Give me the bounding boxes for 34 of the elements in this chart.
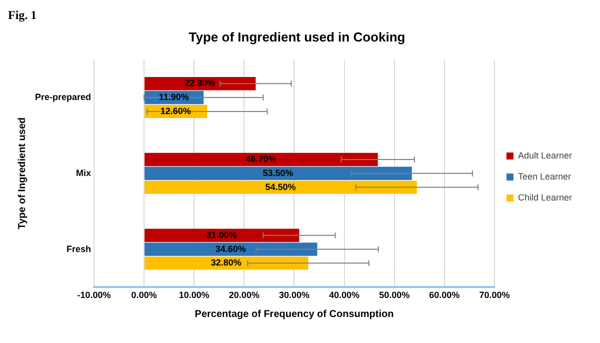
x-tick-label: 10.00% <box>178 290 210 300</box>
data-label: 31.00% <box>206 230 237 240</box>
x-tick-label: 50.00% <box>379 290 410 300</box>
y-tick-label: Fresh <box>66 244 92 254</box>
caption: Fig. 1 <box>8 8 38 24</box>
legend-label: Adult Learner <box>518 150 572 160</box>
data-label: 12.60% <box>160 106 191 116</box>
data-label: 32.80% <box>210 258 242 268</box>
bar <box>144 242 318 256</box>
data-label: 53.50% <box>262 168 294 178</box>
bar <box>144 152 378 166</box>
data-label: 46.70% <box>246 154 276 164</box>
data-label: 34.60% <box>215 244 246 254</box>
x-axis-title: Percentage of Frequency of Consumption <box>194 308 394 320</box>
chart-title: Type of Ingredient used in Cooking <box>188 29 406 44</box>
y-tick-label: Pre-prepared <box>34 92 92 102</box>
legend-label: Child Learner <box>518 192 572 202</box>
x-tick-label: 20.00% <box>228 290 260 300</box>
bar <box>144 166 412 180</box>
data-label: 11.90% <box>158 92 189 102</box>
x-tick-label: -10.00% <box>77 290 111 300</box>
data-label: 54.50% <box>265 182 296 192</box>
bar <box>144 180 417 194</box>
bar <box>144 256 308 270</box>
x-tick-label: 0.00% <box>131 290 157 300</box>
y-tick-label: Mix <box>76 168 92 178</box>
y-axis-title: Type of Ingredient used <box>16 117 28 230</box>
legend-label: Teen Learner <box>518 171 572 182</box>
bar <box>144 228 300 242</box>
x-tick-label: 30.00% <box>278 290 310 300</box>
x-tick-label: 40.00% <box>329 290 360 300</box>
x-tick-label: 70.00% <box>479 290 510 300</box>
data-label: 22.30% <box>184 78 216 88</box>
x-tick-label: 60.00% <box>429 290 460 300</box>
